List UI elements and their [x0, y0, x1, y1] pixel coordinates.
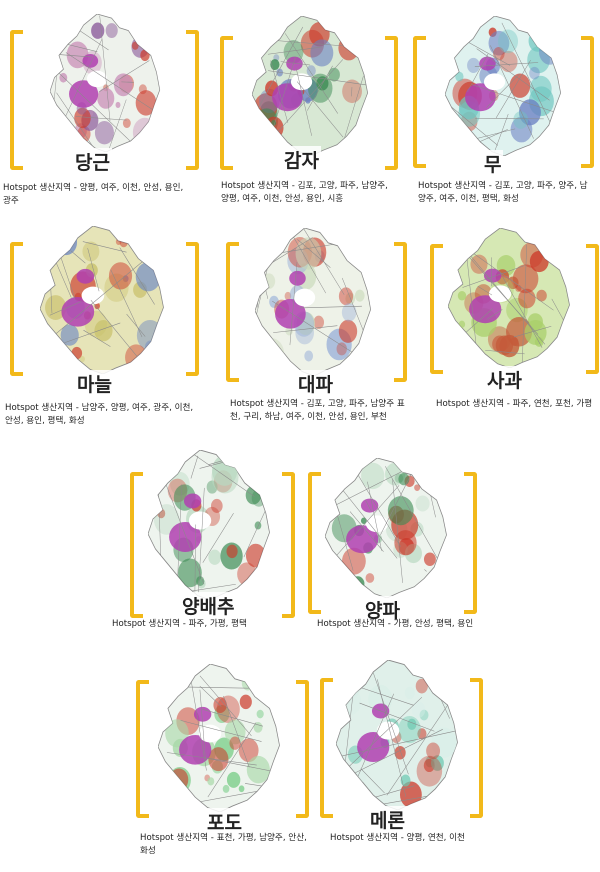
crop-title: 감자	[282, 146, 321, 173]
map-greenonion	[255, 228, 372, 376]
crop-title: 당근	[73, 148, 112, 175]
bracket-left	[130, 472, 143, 618]
map-cabbage	[148, 450, 270, 600]
bracket-left	[220, 36, 233, 170]
bracket-right	[186, 30, 199, 170]
crop-title: 대파	[296, 370, 335, 397]
crop-title: 무	[482, 150, 504, 177]
crop-title: 양배추	[180, 592, 237, 619]
hotspot-description: Hotspot 생산지역 - 파주, 가평, 평택	[112, 619, 247, 629]
map-radish	[445, 16, 562, 156]
bracket-left	[308, 472, 321, 614]
bracket-left	[10, 30, 23, 170]
crop-title: 양파	[363, 596, 402, 623]
hotspot-description: Hotspot 생산지역 - 김포, 고양, 파주, 남양주 표천, 구리, 하…	[230, 399, 405, 422]
bracket-left	[413, 36, 426, 168]
bracket-right	[394, 242, 407, 382]
map-melon	[336, 660, 458, 810]
hotspot-description: Hotspot 생산지역 - 가평, 안성, 평택, 용인	[317, 619, 474, 629]
hotspot-description: Hotspot 생산지역 - 김포, 고양, 파주, 양주, 남양주, 여주, …	[418, 181, 588, 204]
bracket-right	[464, 472, 477, 614]
crop-title: 사과	[485, 366, 524, 393]
bracket-left	[10, 242, 23, 376]
bracket-right	[296, 680, 309, 818]
map-garlic	[40, 226, 164, 374]
hotspot-description: Hotspot 생산지역 - 남양주, 양평, 여주, 광주, 이천, 안성, …	[5, 403, 194, 426]
crop-title: 포도	[205, 808, 244, 835]
hotspot-description: Hotspot 생산지역 - 양평, 연천, 이천	[330, 833, 465, 843]
crop-title: 마늘	[75, 370, 114, 397]
map-onion	[325, 458, 447, 598]
map-apple	[448, 228, 570, 368]
bracket-left	[226, 242, 239, 382]
hotspot-description: Hotspot 생산지역 - 김포, 고양, 파주, 남양주, 양평, 여주, …	[221, 181, 388, 204]
hotspot-description: Hotspot 생산지역 - 양평, 여주, 이천, 안성, 용인, 광주	[3, 183, 184, 206]
bracket-right	[581, 36, 594, 168]
bracket-right	[586, 244, 599, 374]
bracket-right	[282, 472, 295, 618]
map-grape	[158, 664, 280, 812]
hotspot-description: Hotspot 생산지역 - 표천, 가평, 남양주, 안산, 화성	[140, 833, 307, 856]
hotspot-description: Hotspot 생산지역 - 파주, 연천, 포천, 가평	[436, 399, 593, 409]
crop-title: 메론	[368, 806, 407, 833]
bracket-left	[430, 244, 443, 374]
bracket-left	[320, 678, 333, 818]
bracket-left	[136, 680, 149, 818]
bracket-right	[186, 242, 199, 376]
map-carrot	[50, 14, 161, 152]
map-potato	[252, 16, 369, 156]
bracket-right	[385, 36, 398, 170]
bracket-right	[470, 678, 483, 818]
